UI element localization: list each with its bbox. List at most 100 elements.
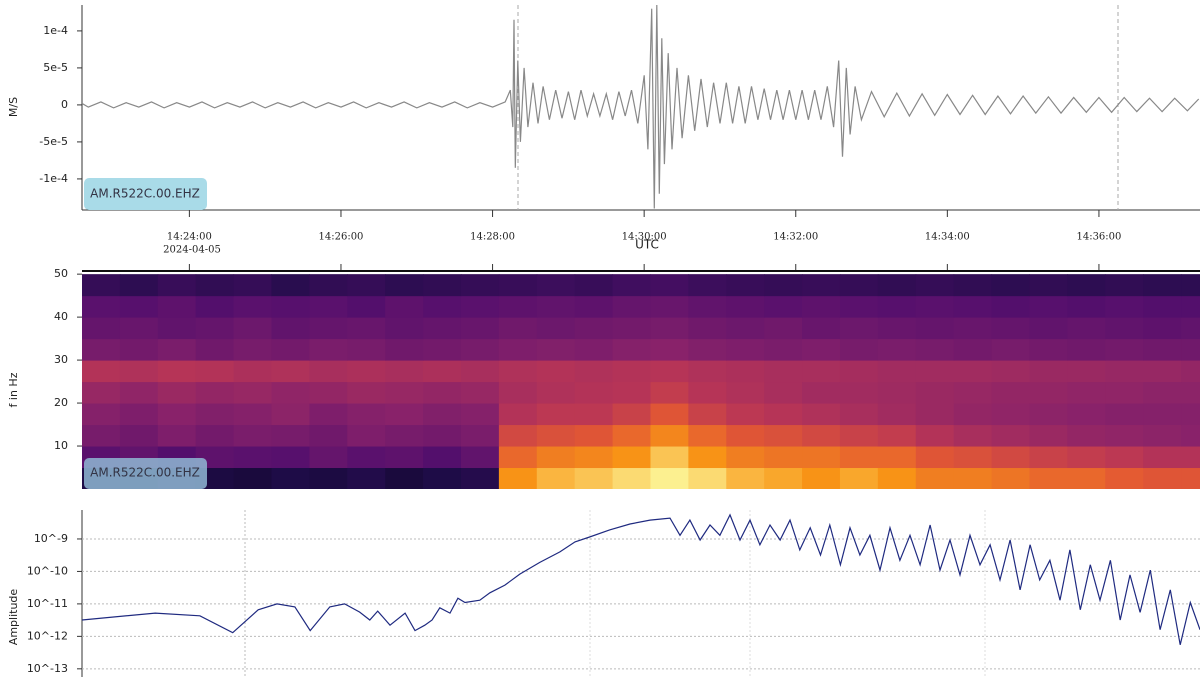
spectrogram-cell (460, 338, 500, 361)
spectrogram-cell (1105, 424, 1144, 447)
spectrogram-cell (764, 424, 803, 447)
spectrogram-cell (915, 381, 955, 404)
spectrogram-cell (423, 403, 462, 426)
trace (82, 5, 1200, 209)
y-tick-label: 0 (61, 98, 68, 111)
spectrogram-cell (991, 424, 1030, 447)
spectrogram-cell (460, 317, 500, 340)
spectrogram-cell (1029, 317, 1068, 340)
spectrogram-cell (1029, 338, 1068, 361)
spectrogram-cell (612, 360, 651, 383)
spectrogram-cell (195, 338, 235, 361)
spectrogram-cell (347, 403, 386, 426)
spectrogram-cell (1181, 381, 1200, 404)
spectrogram-cell (271, 360, 310, 383)
spectrogram-cell (1067, 446, 1106, 469)
spectrogram-cell (385, 467, 424, 489)
spectrogram-cell (802, 338, 841, 361)
spectrogram-cell (915, 403, 955, 426)
spectrogram-cell (915, 467, 955, 489)
spectrogram-cell (460, 381, 500, 404)
spectrogram-cell (574, 360, 614, 383)
spectrogram-cell (385, 274, 424, 297)
spectrogram-cell (1029, 403, 1068, 426)
spectrogram-cell (347, 338, 386, 361)
spectrogram-cell (498, 338, 538, 361)
spectrogram-cell (536, 360, 576, 383)
spectrogram-cell (991, 295, 1030, 318)
spectrogram-cell (233, 295, 272, 318)
spectrogram-cell (839, 424, 879, 447)
spectrogram-cell (1029, 381, 1068, 404)
spectrogram-cell (688, 274, 727, 297)
spectrogram-cell (574, 317, 614, 340)
spectrogram-cell (991, 381, 1030, 404)
spectrogram-cell (650, 338, 689, 361)
spectrogram-cell (764, 317, 803, 340)
spectrogram-cell (1029, 446, 1068, 469)
spectrogram-cell (157, 381, 197, 404)
spectrogram-cell (574, 467, 614, 489)
spectrogram-cell (347, 467, 386, 489)
spectrogram-cell (498, 381, 538, 404)
spectrogram-cell (309, 424, 348, 447)
spectrogram-cell (650, 274, 689, 297)
spectrogram-cell (536, 317, 576, 340)
spectrogram-cell (1067, 317, 1106, 340)
spectrogram-cell (688, 381, 727, 404)
spectrogram-cell (915, 338, 955, 361)
spectrogram-cell (1067, 467, 1106, 489)
spectrogram-cell (726, 295, 765, 318)
spectrogram-cell (877, 467, 917, 489)
spectrogram-cell (953, 338, 993, 361)
spectrogram-cell (802, 424, 841, 447)
spectrogram-cell (1143, 338, 1182, 361)
spectrogram-cell (309, 295, 348, 318)
spectrogram-cell (271, 274, 310, 297)
spectrogram-cell (688, 338, 727, 361)
spectrogram-cell (1181, 403, 1200, 426)
spectrogram-cell (877, 381, 917, 404)
spectrogram-cell (726, 317, 765, 340)
spectrogram-cell (574, 295, 614, 318)
spectrogram-cell (764, 446, 803, 469)
spectrogram-cell (385, 317, 424, 340)
spectrogram-cell (536, 274, 576, 297)
spectrogram-cell (915, 446, 955, 469)
spectrogram-cell (385, 381, 424, 404)
spectrogram-cell (1029, 295, 1068, 318)
spectrogram-cell (309, 446, 348, 469)
spectrogram-cell (802, 274, 841, 297)
spectrogram-cell (1029, 360, 1068, 383)
spectrogram-cell (953, 381, 993, 404)
spectrogram-cell (309, 381, 348, 404)
spectrogram-cell (536, 403, 576, 426)
spectrogram-cell (82, 424, 121, 447)
spectrogram-cell (839, 317, 879, 340)
spectrogram-cell (119, 274, 159, 297)
spectrogram-cell (802, 446, 841, 469)
spectrogram-cell (915, 424, 955, 447)
spectrogram-cell (385, 403, 424, 426)
spectrogram-cell (195, 295, 235, 318)
spectrogram-cell (650, 403, 689, 426)
spectrogram-cell (877, 295, 917, 318)
spectrogram-cell (195, 381, 235, 404)
spectrogram-cell (612, 467, 651, 489)
spectrogram-cell (536, 338, 576, 361)
spectrogram-cell (233, 381, 272, 404)
spectrogram-cell (119, 317, 159, 340)
spectrogram-cell (423, 274, 462, 297)
spectrogram-cell (119, 295, 159, 318)
spectrogram-cell (460, 295, 500, 318)
spectrogram-cell (157, 295, 197, 318)
spectrogram-cell (953, 295, 993, 318)
spectrogram-cell (726, 446, 765, 469)
y-tick-label: -5e-5 (39, 135, 68, 148)
spectrogram-cell (764, 360, 803, 383)
spectrogram-cell (915, 274, 955, 297)
y-tick-label: 50 (54, 267, 68, 280)
spectrogram-cell (1029, 424, 1068, 447)
spectrogram-cell (309, 274, 348, 297)
spectrogram-cell (423, 338, 462, 361)
